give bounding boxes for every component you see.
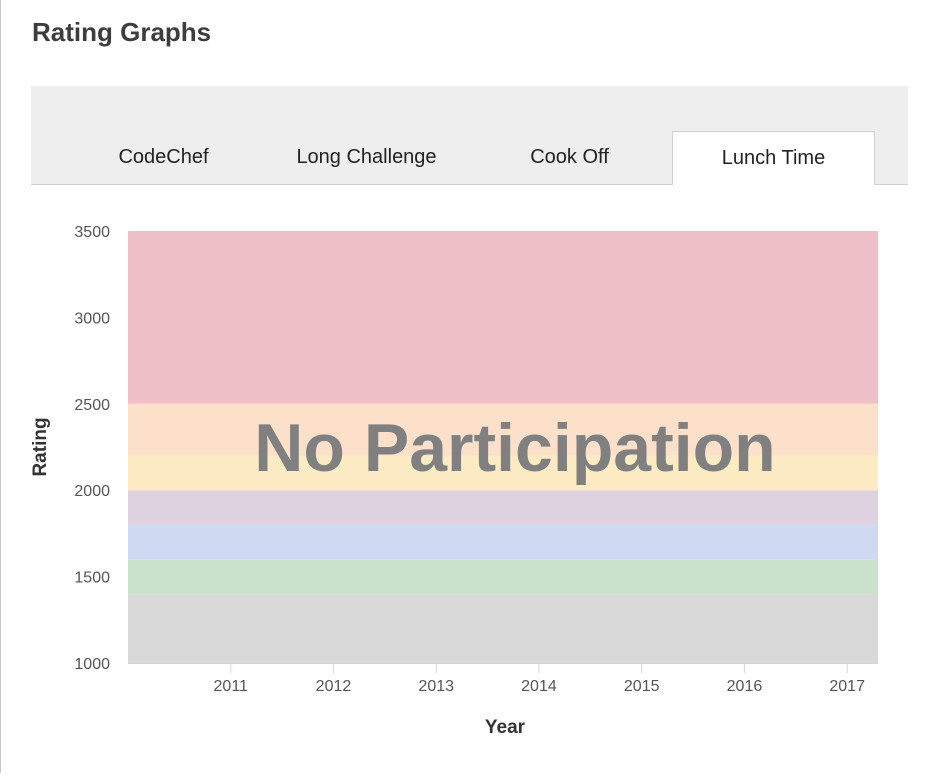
rating-bands <box>128 231 878 663</box>
x-axis-title: Year <box>485 717 526 738</box>
rating-band-6 <box>128 231 878 404</box>
y-axis-title: Rating <box>30 417 51 476</box>
tab-codechef[interactable]: CodeChef <box>118 145 209 168</box>
rating-band-2 <box>128 524 878 560</box>
rating-band-0 <box>128 593 878 663</box>
y-tick-label-3500: 3500 <box>74 224 110 241</box>
rating-band-5 <box>128 403 878 456</box>
x-tick-label-2017: 2017 <box>829 678 865 695</box>
tab-bar: CodeChef Long Challenge Cook Off Lunch T… <box>31 86 908 185</box>
rating-band-1 <box>128 559 878 594</box>
left-border <box>0 0 1 773</box>
x-tick-label-2011: 2011 <box>214 678 249 695</box>
tab-long-challenge[interactable]: Long Challenge <box>296 145 437 168</box>
x-axis: 2011 2012 2013 2014 2015 2016 2017 <box>128 663 878 695</box>
y-tick-label-1500: 1500 <box>74 570 110 587</box>
y-tick-label-2000: 2000 <box>74 483 110 500</box>
tab-cook-off[interactable]: Cook Off <box>530 145 609 168</box>
y-tick-label-2500: 2500 <box>74 397 110 414</box>
x-tick-label-2016: 2016 <box>727 678 763 695</box>
y-axis: 1000 1500 2000 2500 3000 3500 <box>74 224 110 673</box>
x-tick-label-2014: 2014 <box>521 678 557 695</box>
y-tick-label-1000: 1000 <box>74 656 110 673</box>
tab-lunch-time[interactable]: Lunch Time <box>672 131 875 185</box>
y-tick-label-3000: 3000 <box>74 310 110 327</box>
rating-band-4 <box>128 455 878 491</box>
no-participation-message: No Participation <box>254 410 775 486</box>
x-tick-label-2013: 2013 <box>418 678 454 695</box>
page-title: Rating Graphs <box>32 17 212 47</box>
x-tick-label-2012: 2012 <box>316 678 352 695</box>
x-tick-label-2015: 2015 <box>624 678 660 695</box>
rating-band-3 <box>128 490 878 525</box>
